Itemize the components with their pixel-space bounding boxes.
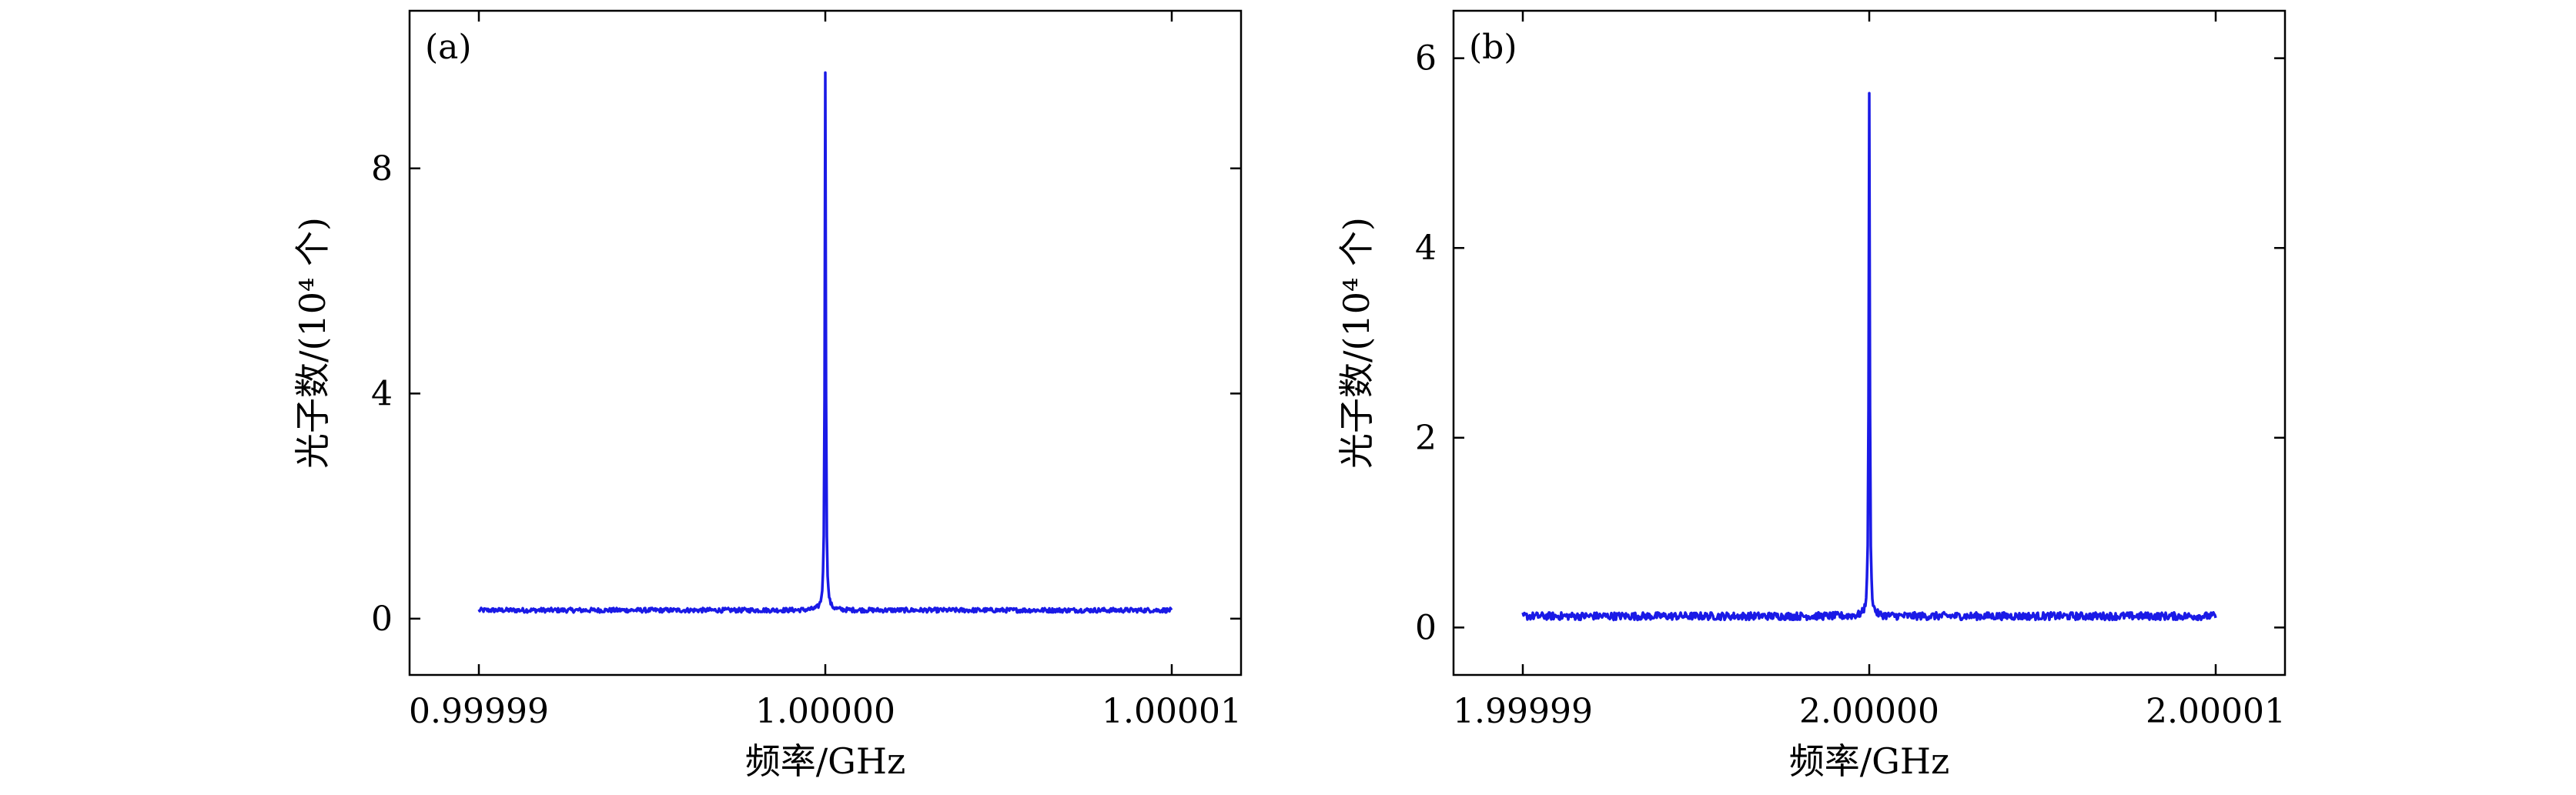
- panel-label: (a): [425, 28, 472, 67]
- x-tick-label: 0.99999: [409, 692, 549, 731]
- chart-panel-b: 1.99999 2.00000 2.00001 0 2 4 6 频率/GHz 光子数/(10⁴ …: [1336, 9, 2287, 782]
- x-tick-label: 2.00001: [2146, 692, 2286, 731]
- y-tick-label: 6: [1415, 39, 1437, 78]
- x-tick-label: 1.00001: [1102, 692, 1242, 731]
- chart-panel-a: 0.99999 1.00000 1.00001 0 4 8 频率/GHz 光子数/(10⁴ 个…: [292, 9, 1243, 782]
- spectrum-series-line: [1521, 92, 2217, 622]
- x-axis-label: 频率/GHz: [1789, 740, 1950, 782]
- y-axis-label: 光子数/(10⁴ 个): [292, 217, 333, 469]
- spectrum-series-line: [477, 71, 1173, 614]
- x-tick-label: 1.00000: [755, 692, 895, 731]
- y-axis-label: 光子数/(10⁴ 个): [1336, 217, 1377, 469]
- y-tick-label: 4: [371, 374, 393, 413]
- panel-label: (b): [1469, 28, 1517, 67]
- y-tick-label: 2: [1415, 419, 1437, 458]
- y-tick-label: 0: [1415, 608, 1437, 647]
- x-axis-label: 频率/GHz: [745, 740, 906, 782]
- y-tick-label: 8: [371, 149, 393, 189]
- y-tick-label: 4: [1415, 229, 1437, 268]
- y-tick-label: 0: [371, 600, 393, 639]
- x-tick-label: 1.99999: [1453, 692, 1593, 731]
- x-tick-label: 2.00000: [1799, 692, 1939, 731]
